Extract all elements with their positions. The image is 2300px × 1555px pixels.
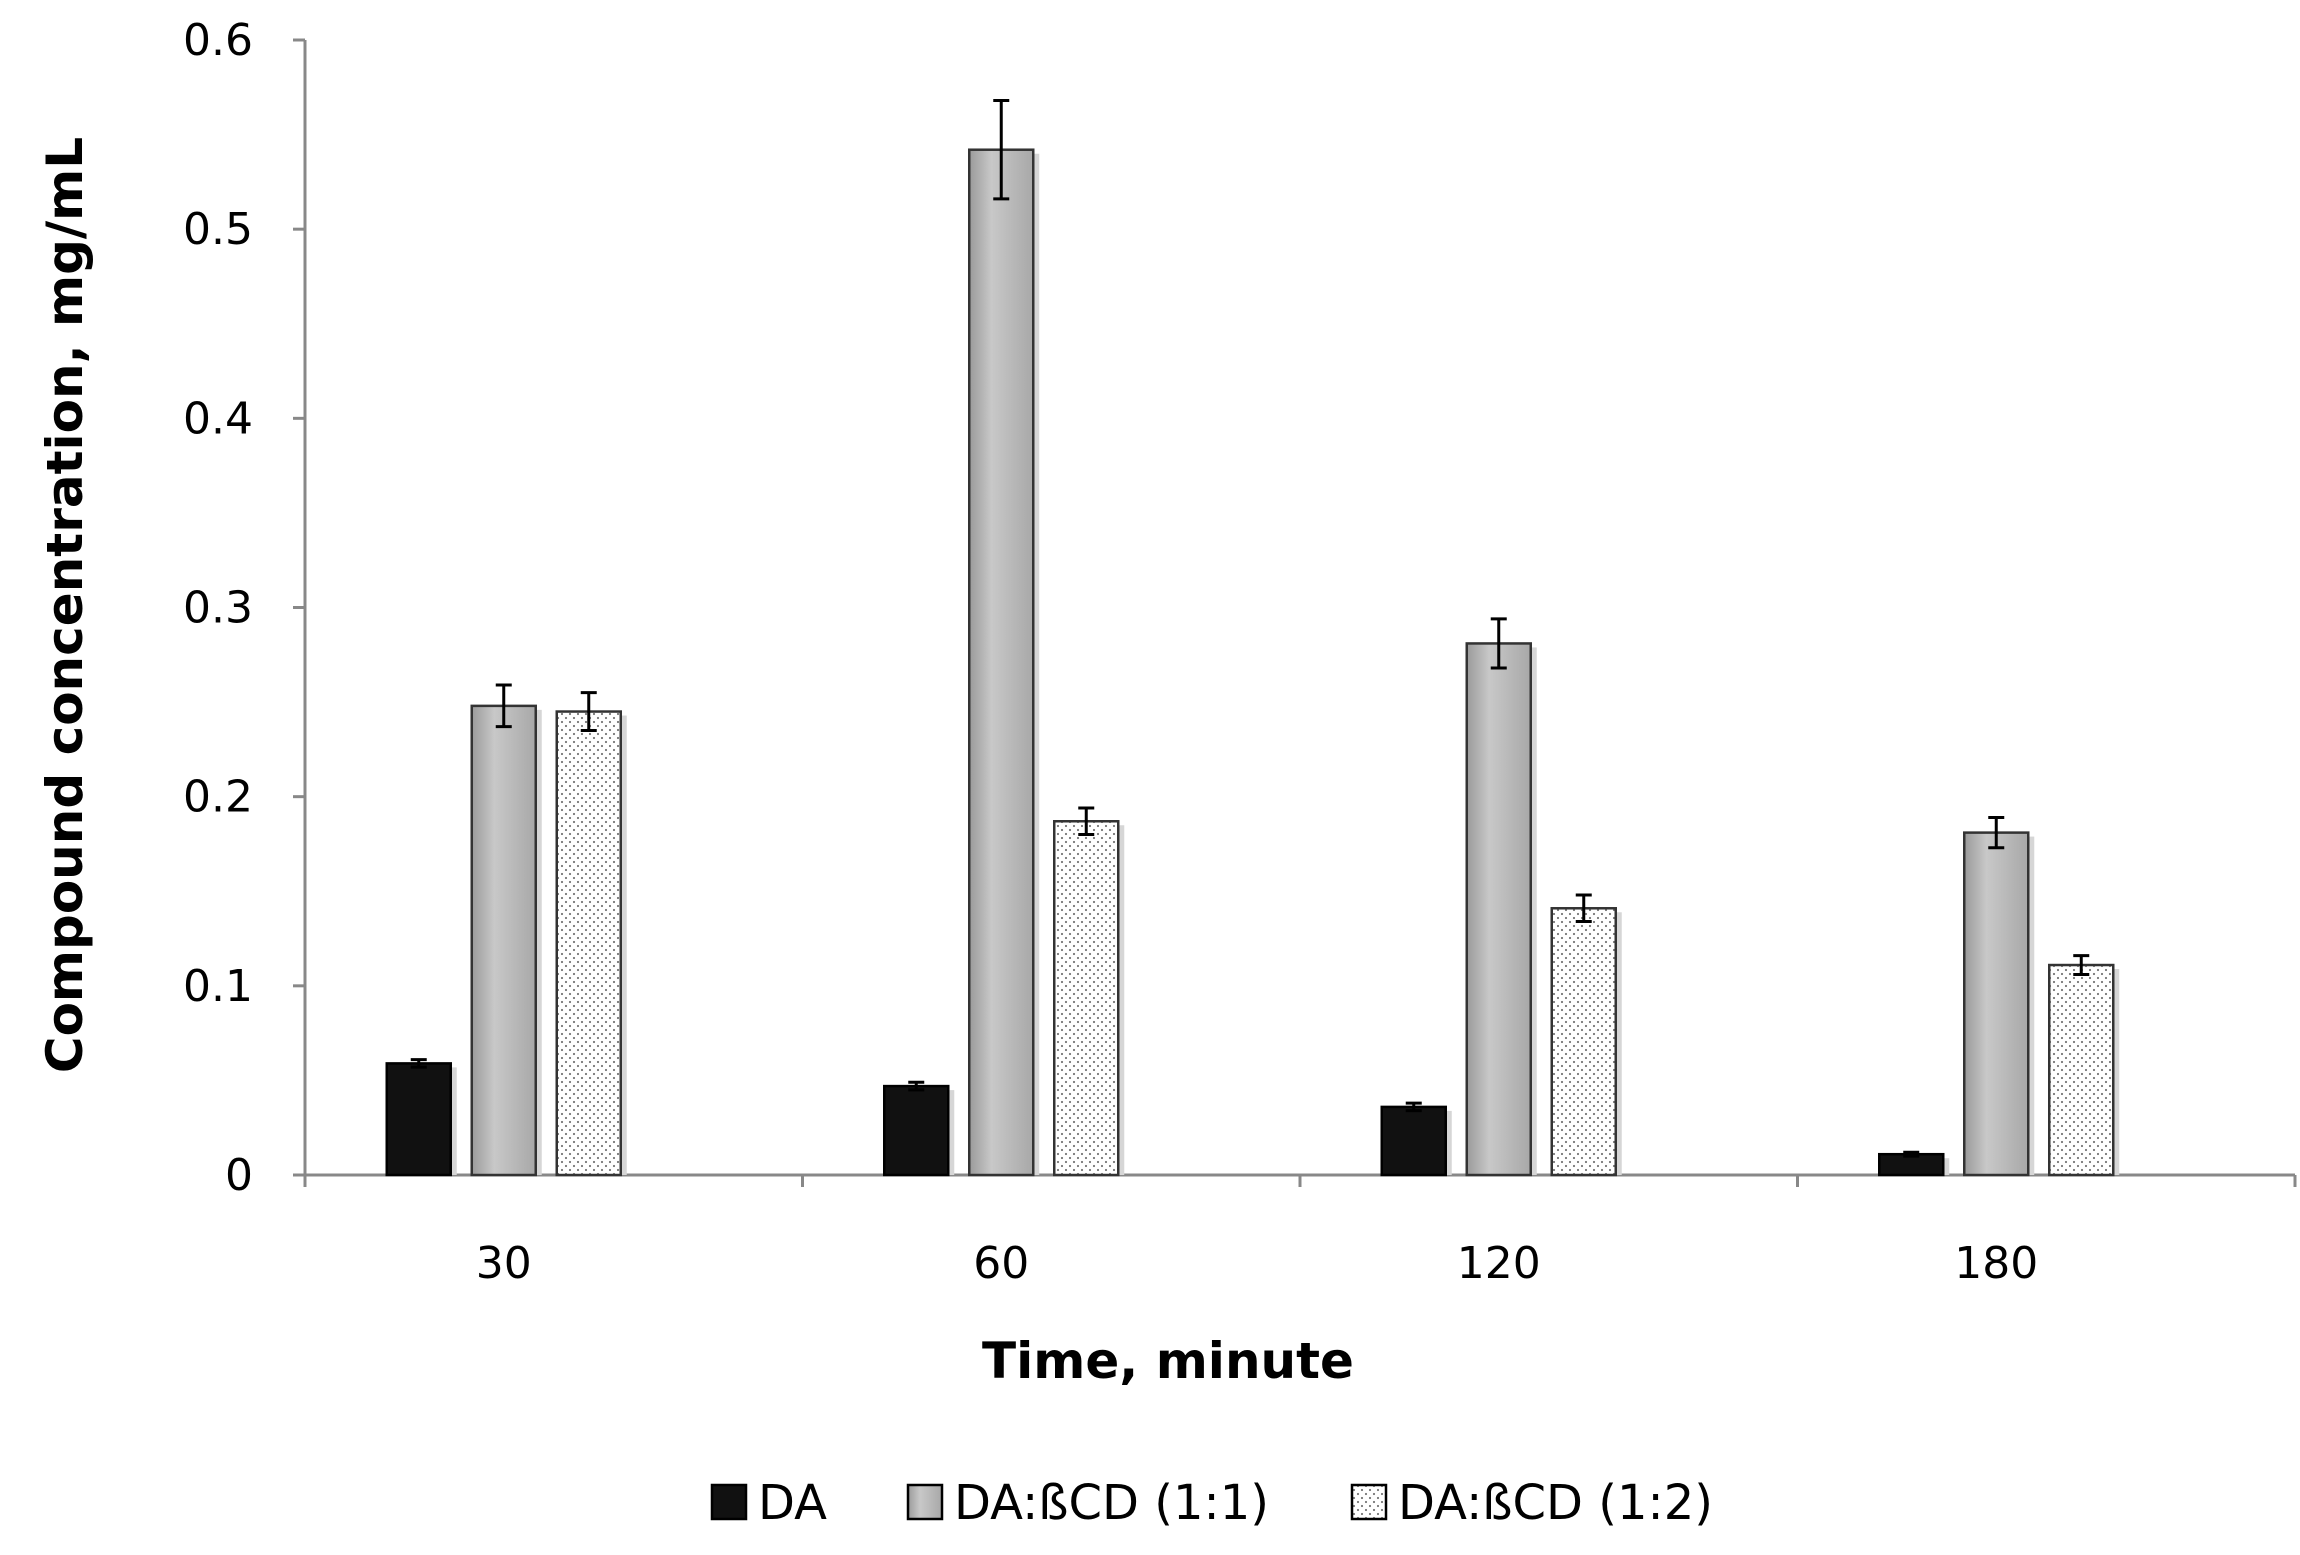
x-axis-title: Time, minute xyxy=(982,1332,1354,1390)
legend-label: DA:ßCD (1:1) xyxy=(954,1475,1269,1531)
bar xyxy=(883,1084,950,1177)
bar xyxy=(1380,1105,1447,1177)
x-tick-label: 180 xyxy=(1954,1238,2038,1289)
x-tick-label: 60 xyxy=(973,1238,1029,1289)
legend-label: DA xyxy=(758,1475,827,1531)
y-axis: 0 0.1 0.2 0.3 0.4 0.5 0.6 xyxy=(183,15,307,1201)
y-axis-title: Compound concentration, mg/mL xyxy=(36,137,94,1073)
y-tick-label: 0.3 xyxy=(183,583,253,634)
error-bars-group xyxy=(410,99,2090,1158)
bar xyxy=(968,148,1035,1177)
legend-label: DA:ßCD (1:2) xyxy=(1398,1475,1713,1531)
bar xyxy=(1465,642,1532,1177)
y-tick-label: 0.4 xyxy=(183,393,253,444)
bar xyxy=(385,1062,452,1177)
bar xyxy=(555,710,622,1177)
x-tick-group: 30 60 120 180 xyxy=(303,1175,2297,1289)
y-tick-group: 0 0.1 0.2 0.3 0.4 0.5 0.6 xyxy=(183,15,305,1201)
legend-swatch xyxy=(1350,1483,1388,1521)
bar xyxy=(2048,963,2115,1177)
bar xyxy=(470,704,537,1177)
y-tick-label: 0.6 xyxy=(183,15,253,66)
x-tick-label: 120 xyxy=(1457,1238,1541,1289)
x-tick-label: 30 xyxy=(476,1238,532,1289)
y-tick-label: 0 xyxy=(225,1150,253,1201)
y-tick-label: 0.2 xyxy=(183,772,253,823)
x-axis: 30 60 120 180 xyxy=(303,1173,2297,1289)
legend: DA DA:ßCD (1:1) DA:ßCD (1:2) xyxy=(710,1475,1713,1531)
bar xyxy=(1053,820,1120,1177)
y-tick-label: 0.1 xyxy=(183,961,253,1012)
legend-swatch xyxy=(906,1483,944,1521)
legend-swatch xyxy=(710,1483,748,1521)
bar xyxy=(1963,831,2030,1177)
y-tick-label: 0.5 xyxy=(183,204,253,255)
bars-group xyxy=(385,148,2120,1177)
bar xyxy=(1550,907,1617,1177)
